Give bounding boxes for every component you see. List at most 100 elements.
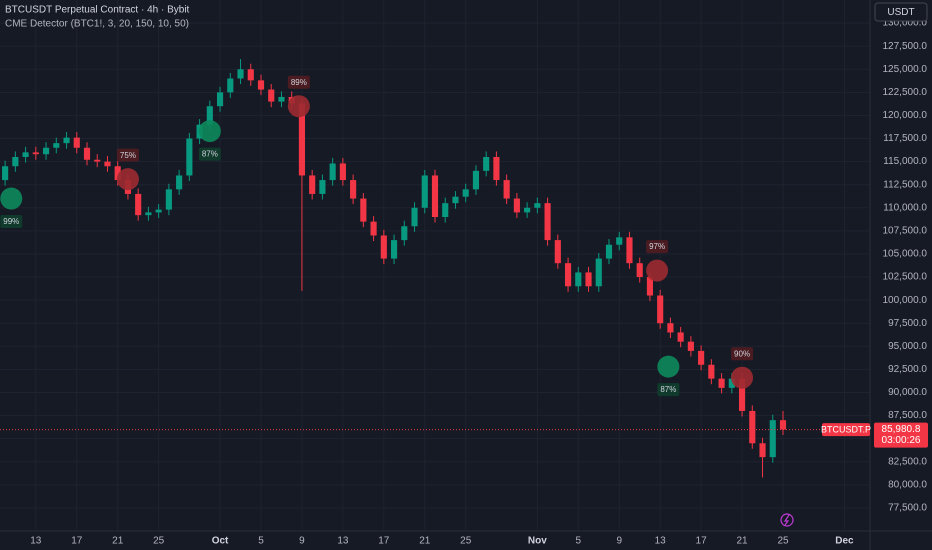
candle-body	[12, 156, 19, 167]
candle-body	[329, 163, 336, 181]
candle-body	[216, 92, 224, 107]
candle-body	[2, 166, 9, 181]
candle-body	[380, 235, 387, 259]
y-tick-label: 95,000.0	[888, 341, 927, 352]
signal-label: 87%	[660, 385, 676, 394]
candle-body	[401, 226, 408, 241]
axes: 77,500.080,000.082,500.085,000.087,500.0…	[30, 18, 928, 547]
x-tick-label: 21	[419, 536, 431, 547]
candle-body	[104, 161, 111, 167]
candle-body	[411, 207, 418, 227]
y-tick-label: 80,000.0	[888, 479, 927, 490]
candle-body	[83, 147, 91, 160]
candle-body	[370, 221, 377, 236]
candle-body	[575, 272, 582, 287]
candle-body	[657, 295, 664, 324]
candle-body	[462, 189, 469, 197]
signal-label-box	[731, 347, 754, 361]
candle-body	[503, 180, 510, 199]
y-tick-label: 105,000.0	[883, 249, 928, 260]
icon-circle[interactable]	[780, 513, 794, 527]
y-tick-label: 130,000.0	[883, 18, 928, 29]
candle-body	[636, 263, 643, 278]
candle-body	[42, 147, 50, 155]
signal-marker	[731, 366, 754, 389]
candle-body	[350, 180, 357, 199]
x-tick-label: 21	[112, 536, 124, 547]
candle-body	[431, 175, 439, 218]
candle-body	[319, 180, 326, 194]
candle-body	[22, 152, 29, 157]
candle-body	[472, 170, 480, 190]
signal-label-box	[116, 148, 139, 162]
y-tick-label: 102,500.0	[883, 272, 928, 283]
candle-body	[227, 78, 234, 93]
signal-marker	[657, 355, 680, 378]
candle-body	[728, 378, 735, 388]
signal-label-box	[0, 215, 23, 229]
y-tick-label: 90,000.0	[888, 387, 927, 398]
currency-label[interactable]: USDT	[887, 7, 914, 18]
candle-body	[646, 277, 654, 296]
indicator-title: CME Detector (BTC1!, 3, 20, 150, 10, 50)	[5, 19, 189, 30]
last-price-box	[874, 422, 928, 448]
y-tick-label: 92,500.0	[888, 364, 927, 375]
signal-marker	[198, 120, 221, 143]
signal-label-box	[198, 147, 221, 161]
replay-icon[interactable]	[780, 513, 794, 527]
y-tick-label: 117,500.0	[883, 133, 927, 144]
x-tick-label: 25	[777, 536, 789, 547]
candle-body	[677, 332, 684, 342]
candle-body	[687, 341, 694, 351]
x-tick-label: 13	[337, 536, 349, 547]
candle-body	[53, 143, 60, 148]
y-tick-label: 125,000.0	[883, 64, 928, 75]
x-tick-label: 17	[378, 536, 390, 547]
candle-body	[779, 420, 787, 430]
y-tick-label: 112,500.0	[883, 179, 927, 190]
currency-button[interactable]	[874, 2, 928, 22]
signal-label: 89%	[291, 78, 307, 87]
candle-body	[186, 138, 193, 176]
candle-body	[616, 237, 623, 245]
signal-marker	[0, 187, 23, 210]
candle-body	[114, 166, 121, 181]
candle-body	[483, 156, 490, 171]
signal-label-box	[287, 75, 310, 89]
y-tick-label: 122,500.0	[883, 87, 928, 98]
candle-body	[698, 350, 705, 365]
candle-body	[257, 80, 265, 90]
candle-body	[155, 209, 162, 213]
y-tick-label: 100,000.0	[883, 295, 928, 306]
candle-body	[667, 323, 674, 333]
candle-body	[145, 212, 152, 216]
candle-body	[390, 240, 398, 259]
candle-body	[595, 258, 602, 287]
icon-bolt[interactable]	[783, 514, 790, 526]
signal-label: 99%	[3, 217, 19, 226]
x-tick-label: 17	[696, 536, 708, 547]
candle-body	[421, 175, 428, 208]
candle-body	[493, 156, 500, 181]
candle-body	[708, 364, 715, 379]
y-tick-label: 110,000.0	[883, 202, 927, 213]
signal-marker	[646, 259, 669, 282]
candle-body	[309, 175, 316, 194]
candle-body	[237, 69, 244, 79]
y-tick-label: 120,000.0	[883, 110, 928, 121]
candle-body	[544, 203, 551, 241]
candle-body	[749, 410, 756, 444]
last-price-label: 85,980.8	[882, 424, 921, 435]
candle-body	[176, 175, 183, 190]
candle-body	[268, 89, 275, 102]
x-tick-label: 17	[71, 536, 83, 547]
signal-marker	[287, 95, 310, 118]
signal-label: 90%	[734, 349, 750, 358]
signal-label-box	[646, 240, 669, 254]
signal-label-box	[657, 383, 680, 397]
signal-label: 87%	[202, 150, 218, 159]
signal-label: 97%	[649, 242, 665, 251]
x-tick-label: Dec	[835, 536, 854, 547]
candle-body	[247, 69, 254, 81]
